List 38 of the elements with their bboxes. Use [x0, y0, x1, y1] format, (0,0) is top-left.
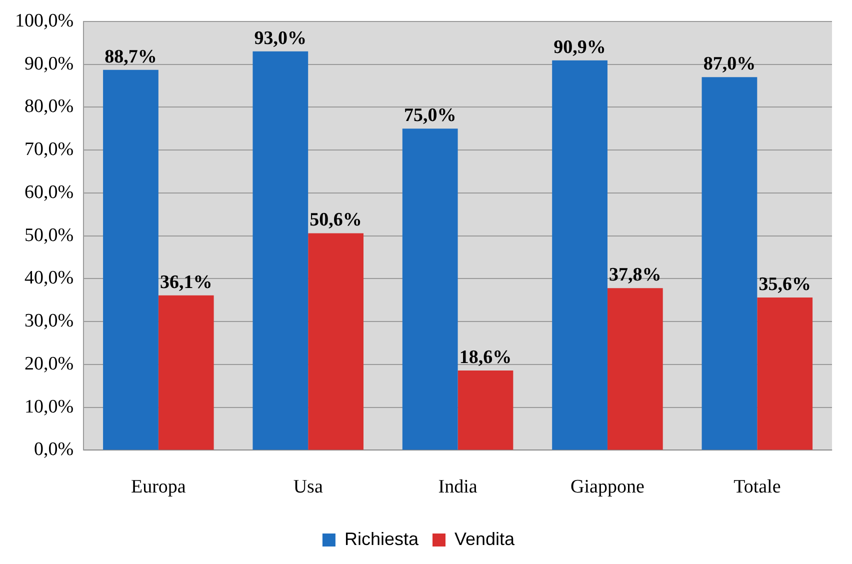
y-tick-label: 90,0%	[24, 53, 74, 74]
bar	[103, 70, 158, 450]
x-tick-label: Giappone	[570, 476, 644, 498]
y-tick-label: 70,0%	[24, 139, 74, 160]
data-label: 36,1%	[160, 272, 212, 293]
bar	[458, 370, 514, 450]
bar	[158, 295, 214, 450]
data-label: 37,8%	[609, 264, 662, 286]
bar	[252, 51, 308, 450]
x-tick-label: Europa	[130, 476, 186, 498]
bar	[552, 60, 608, 450]
data-label: 75,0%	[404, 105, 456, 126]
y-tick-label: 60,0%	[24, 182, 74, 203]
data-label: 87,0%	[703, 54, 756, 75]
data-label: 90,9%	[554, 36, 606, 58]
y-tick-label: 0,0%	[34, 439, 74, 460]
data-label: 18,6%	[459, 346, 512, 368]
bar	[702, 77, 758, 450]
bar	[402, 128, 458, 450]
legend-label: Vendita	[454, 528, 516, 549]
y-tick-label: 20,0%	[24, 353, 74, 374]
x-tick-label: India	[438, 476, 478, 498]
data-label: 50,6%	[310, 210, 362, 231]
y-tick-label: 80,0%	[24, 96, 74, 118]
legend-label: Richiesta	[344, 528, 420, 549]
y-tick-label: 30,0%	[24, 310, 74, 332]
bar	[308, 233, 364, 450]
bar	[757, 298, 813, 450]
data-label: 88,7%	[104, 46, 157, 68]
y-tick-label: 40,0%	[24, 268, 74, 289]
y-tick-label: 10,0%	[24, 396, 74, 418]
data-label: 93,0%	[254, 28, 307, 49]
data-label: 35,6%	[758, 274, 811, 295]
y-tick-label: 100,0%	[15, 10, 74, 32]
x-tick-label: Usa	[293, 476, 324, 498]
bar	[607, 288, 663, 450]
x-tick-label: Totale	[734, 476, 781, 498]
y-tick-label: 50,0%	[24, 224, 74, 246]
